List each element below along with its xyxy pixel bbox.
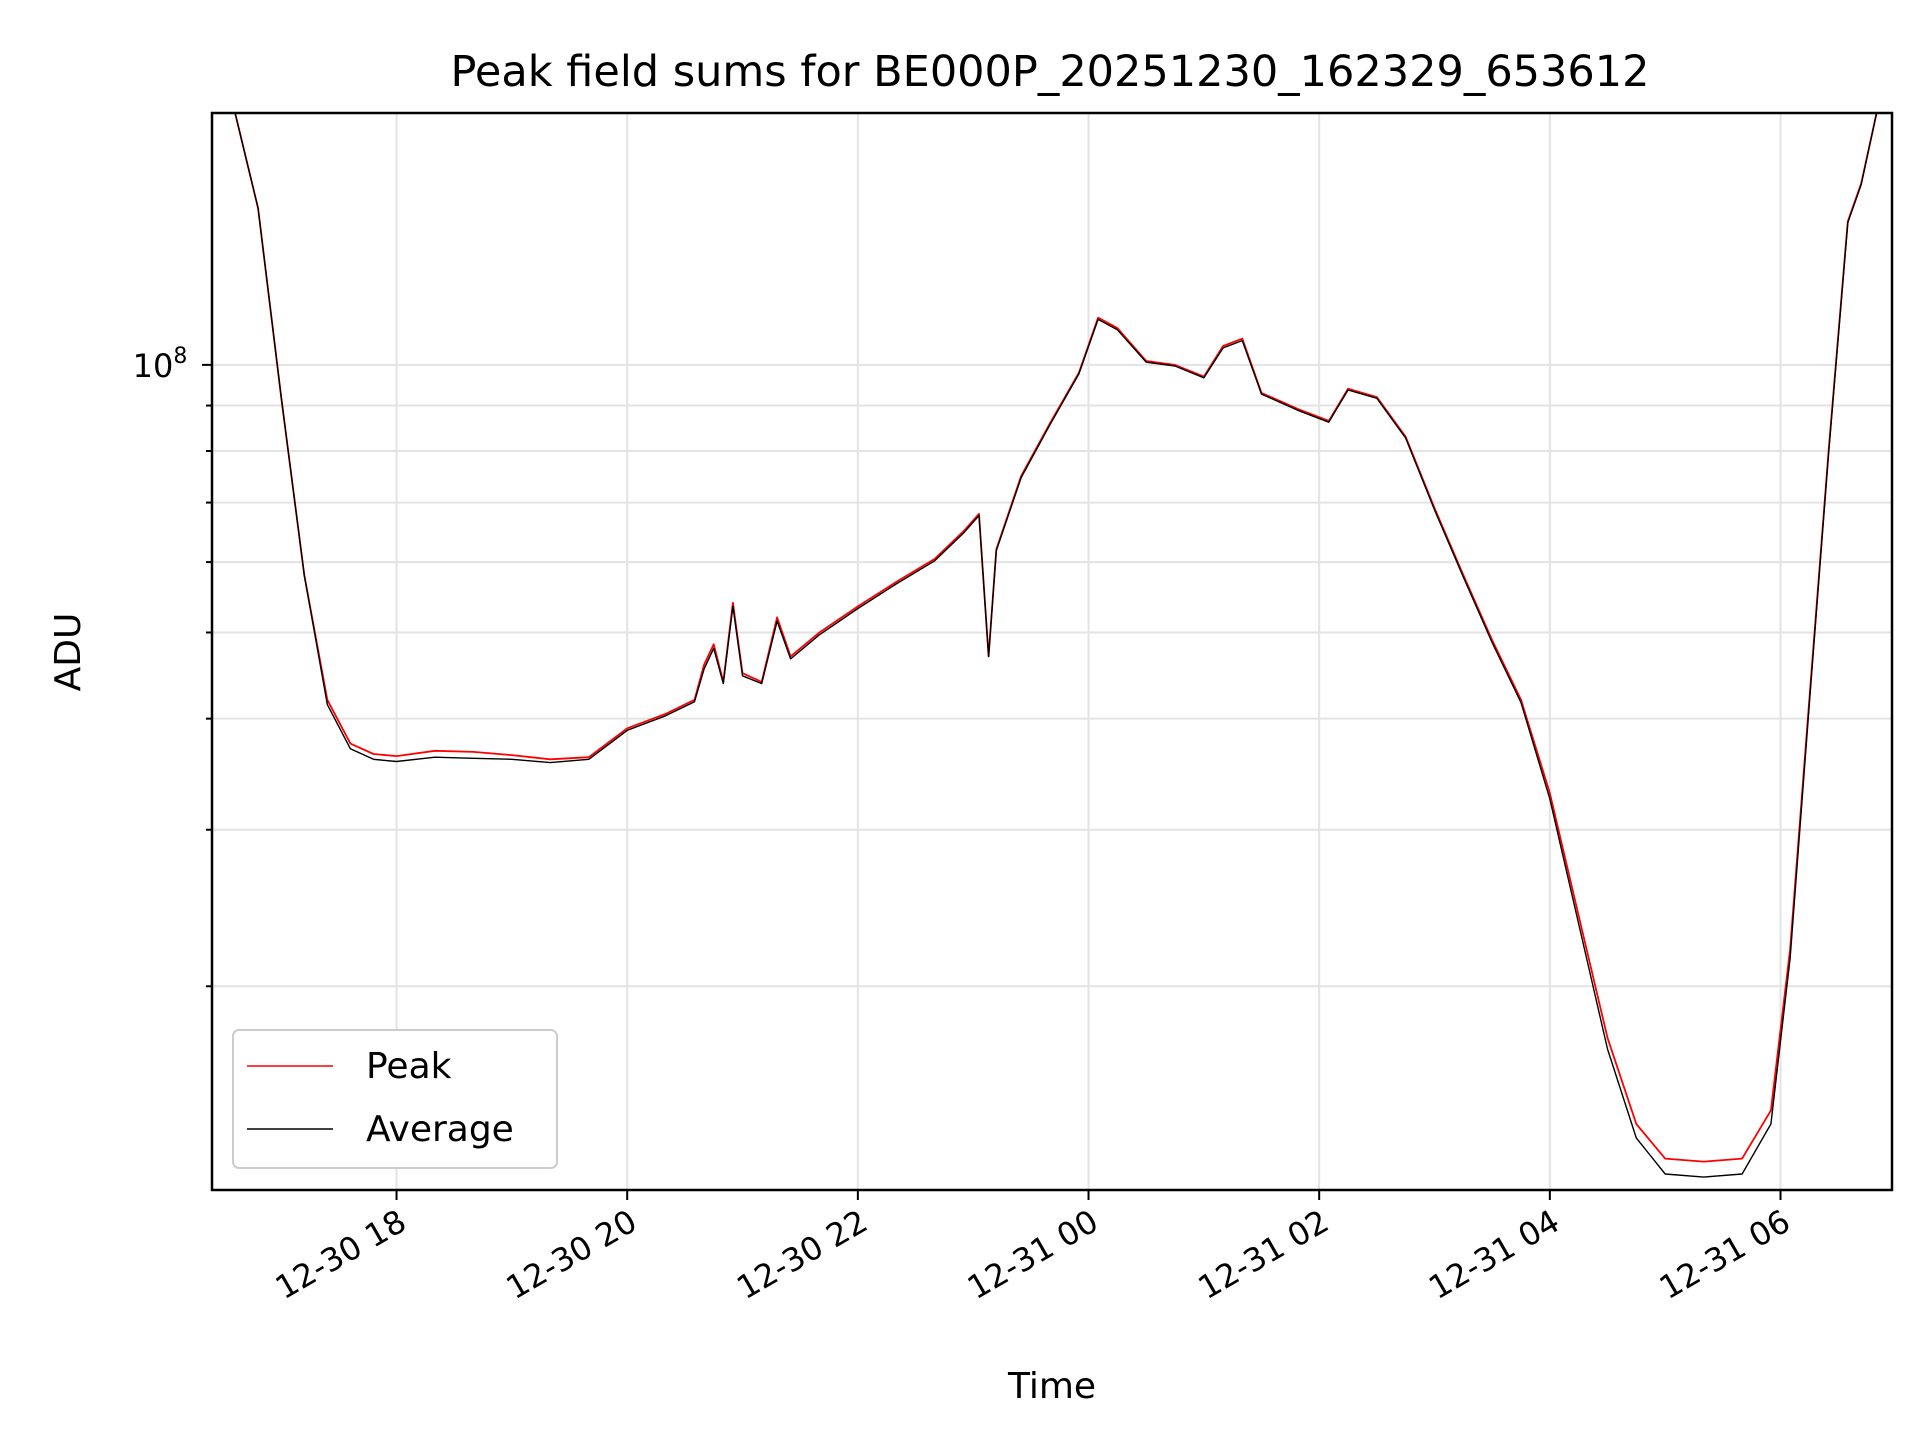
legend: Peak Average bbox=[232, 1029, 558, 1169]
chart-title: Peak field sums for BE000P_20251230_1623… bbox=[451, 47, 1650, 97]
legend-peak-label: Peak bbox=[366, 1046, 452, 1087]
plot-area bbox=[212, 112, 1892, 1178]
plot-frame bbox=[210, 111, 1894, 1192]
series-line-average bbox=[212, 112, 1892, 1178]
y-axis-label: ADU bbox=[48, 613, 89, 692]
legend-average-label: Average bbox=[366, 1109, 514, 1150]
x-axis-label: Time bbox=[1007, 1366, 1096, 1407]
legend-box bbox=[232, 1029, 558, 1169]
grid-lines bbox=[212, 113, 1892, 1190]
